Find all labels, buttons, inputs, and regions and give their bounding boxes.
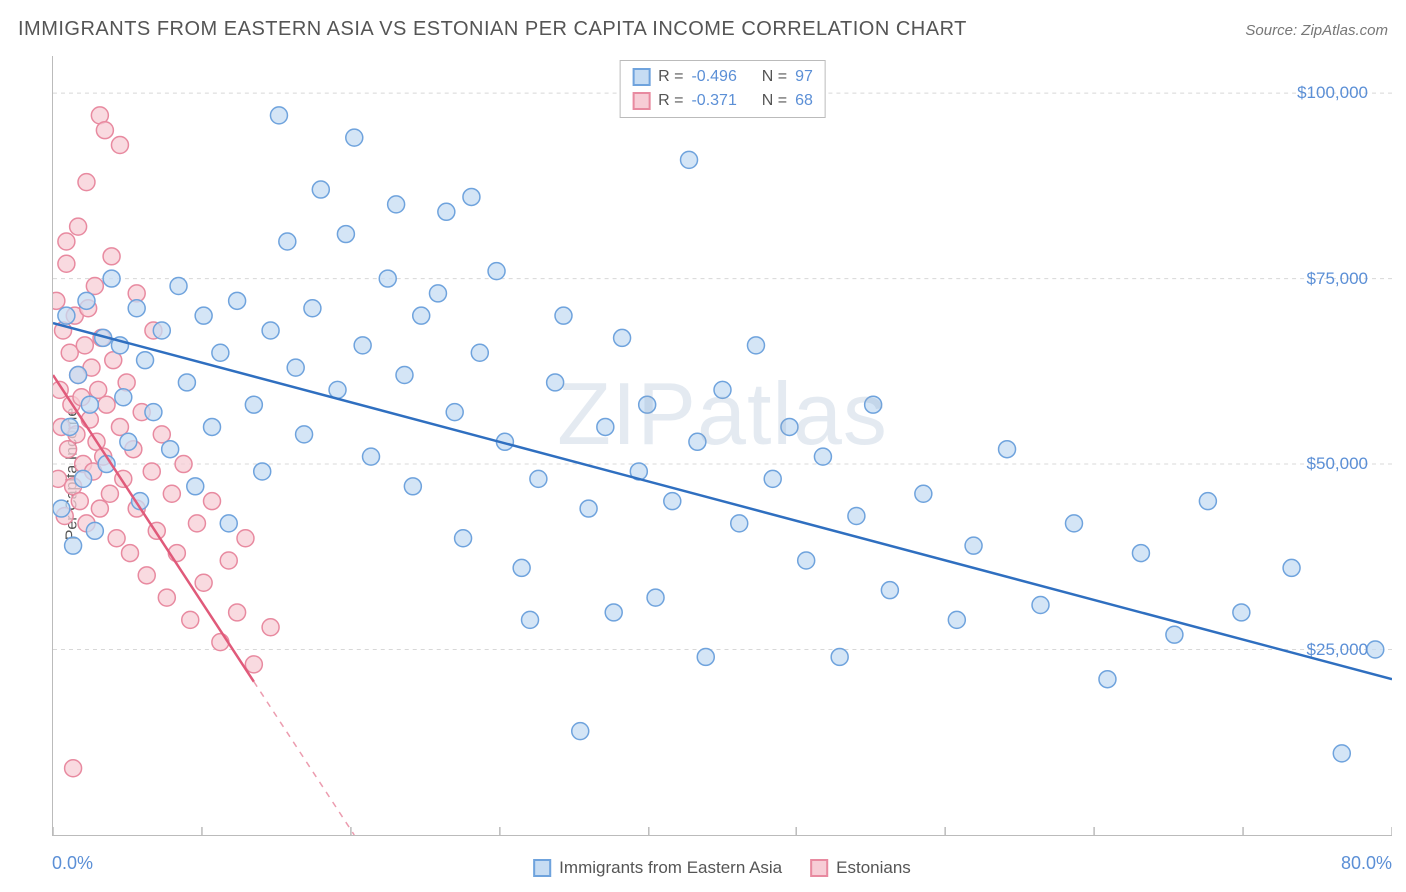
y-tick-label: $25,000 [1307, 640, 1368, 660]
y-tick-label: $100,000 [1297, 83, 1368, 103]
source-name: ZipAtlas.com [1301, 22, 1388, 39]
correlation-legend: R = -0.496 N = 97 R = -0.371 N = 68 [619, 60, 826, 118]
swatch-series-a [632, 68, 650, 86]
legend-row-series-b: R = -0.371 N = 68 [632, 89, 813, 113]
x-axis-row: 0.0% Immigrants from Eastern Asia Estoni… [52, 840, 1392, 884]
chart-area: Per Capita Income R = -0.496 N = 97 R = … [0, 56, 1406, 892]
swatch-bottom-b [810, 859, 828, 877]
n-label: N = [762, 65, 787, 89]
series-legend: Immigrants from Eastern Asia Estonians [533, 858, 911, 878]
legend-row-series-a: R = -0.496 N = 97 [632, 65, 813, 89]
r-value-a: -0.496 [691, 65, 736, 89]
n-label: N = [762, 89, 787, 113]
source-attribution: Source: ZipAtlas.com [1245, 22, 1388, 39]
plot-svg [53, 56, 1392, 835]
x-axis-min-label: 0.0% [52, 853, 93, 874]
swatch-series-b [632, 92, 650, 110]
r-label: R = [658, 89, 683, 113]
r-label: R = [658, 65, 683, 89]
n-value-b: 68 [795, 89, 813, 113]
legend-item-b: Estonians [810, 858, 911, 878]
legend-item-a: Immigrants from Eastern Asia [533, 858, 782, 878]
plot-region: R = -0.496 N = 97 R = -0.371 N = 68 ZIPa… [52, 56, 1392, 836]
r-value-b: -0.371 [691, 89, 736, 113]
x-axis-max-label: 80.0% [1341, 853, 1392, 874]
legend-label-b: Estonians [836, 858, 911, 878]
chart-title: IMMIGRANTS FROM EASTERN ASIA VS ESTONIAN… [18, 18, 967, 41]
y-tick-label: $75,000 [1307, 269, 1368, 289]
swatch-bottom-a [533, 859, 551, 877]
y-tick-label: $50,000 [1307, 454, 1368, 474]
header: IMMIGRANTS FROM EASTERN ASIA VS ESTONIAN… [18, 18, 1388, 41]
n-value-a: 97 [795, 65, 813, 89]
source-prefix: Source: [1245, 22, 1301, 39]
legend-label-a: Immigrants from Eastern Asia [559, 858, 782, 878]
